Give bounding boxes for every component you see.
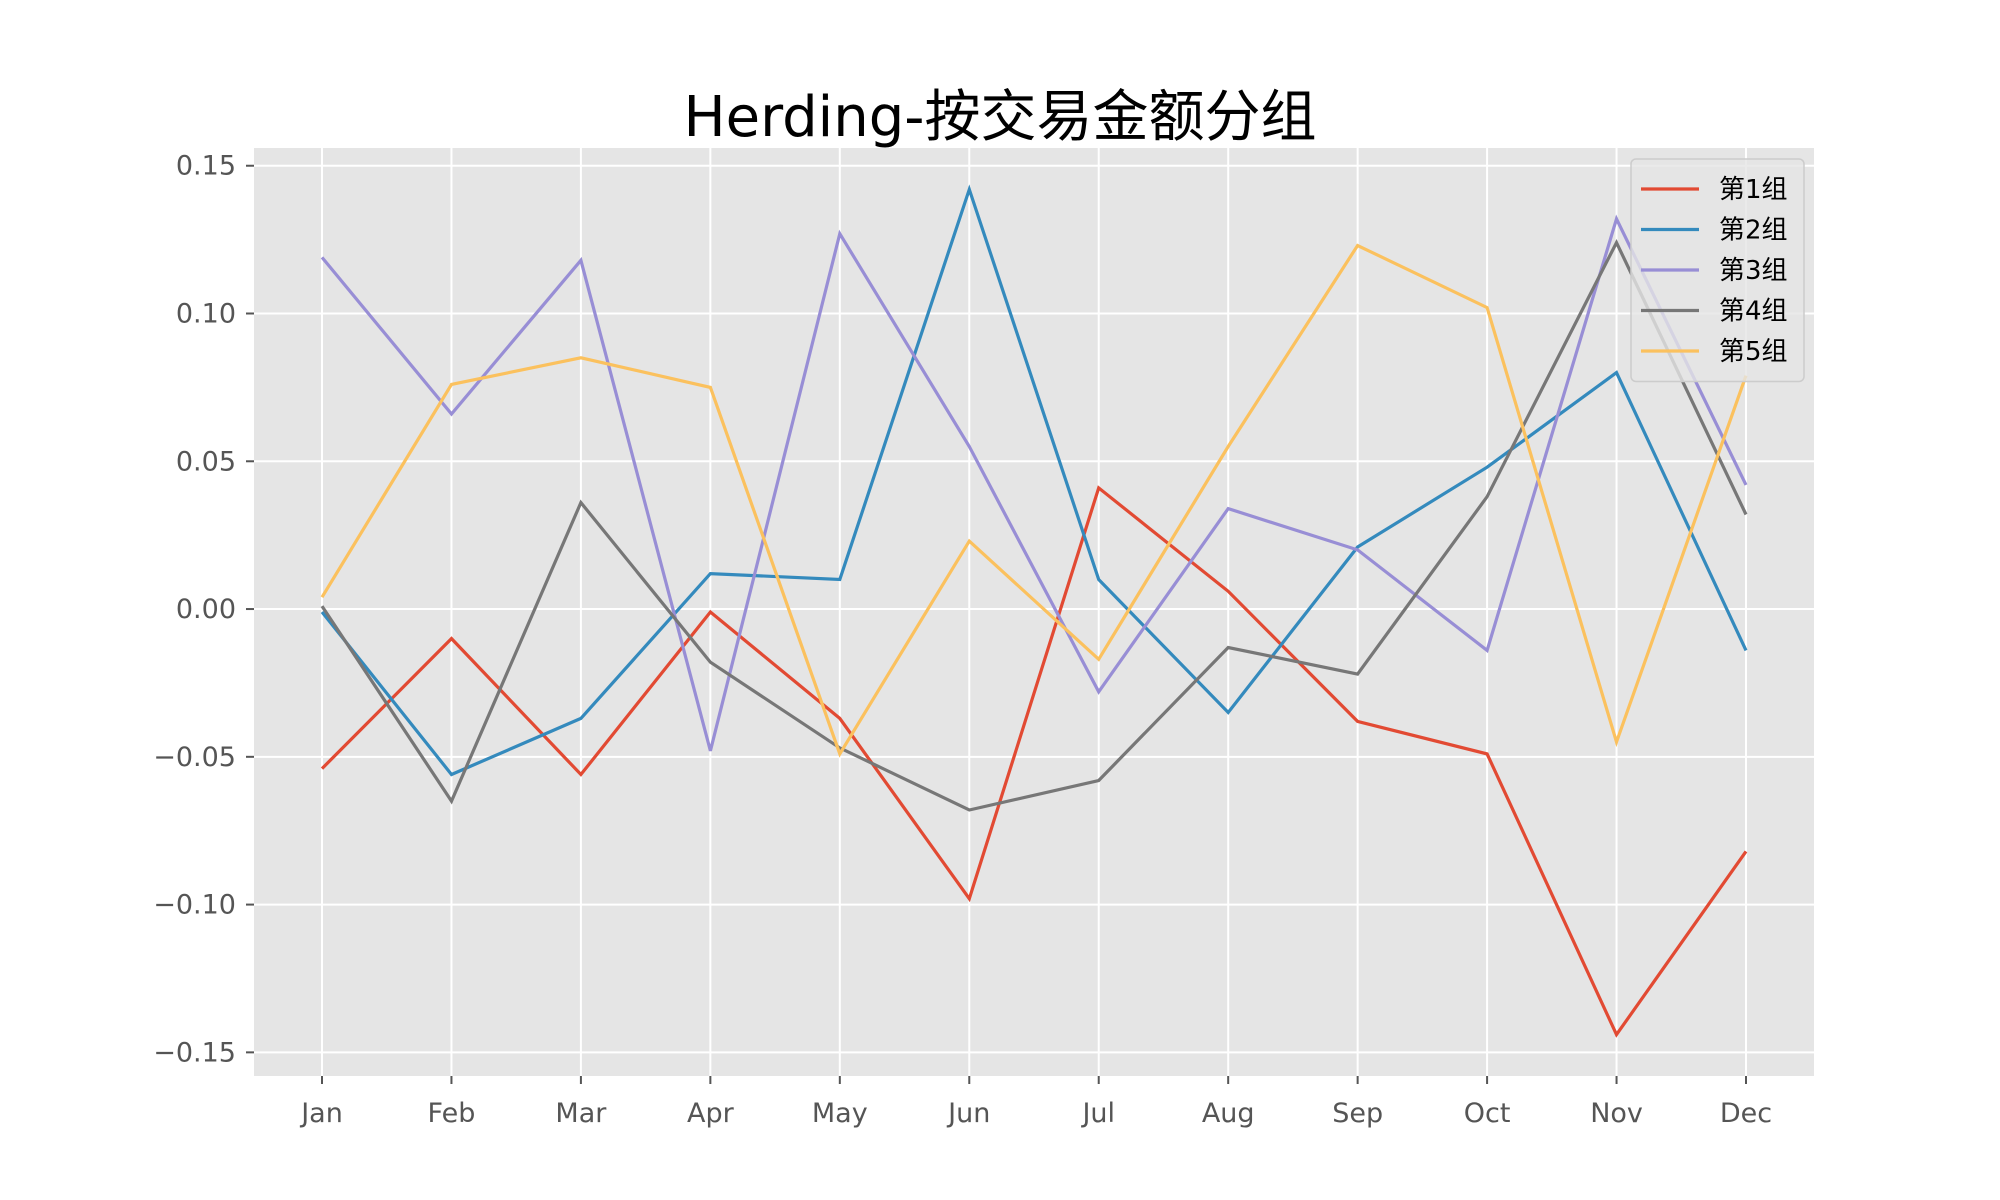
y-tick-label: −0.10: [153, 890, 236, 921]
series-line-4: [320, 238, 1748, 812]
x-tick-label: May: [812, 1098, 868, 1129]
series-lines: [320, 184, 1748, 1038]
chart-title: Herding-按交易金额分组: [683, 85, 1317, 150]
x-tick-label: Jun: [946, 1098, 990, 1129]
series-line-1: [320, 485, 1748, 1038]
x-tick-label: Feb: [428, 1098, 476, 1129]
x-tick-label: Aug: [1202, 1098, 1255, 1129]
series-line-3: [320, 214, 1748, 752]
y-tick-label: 0.15: [176, 151, 236, 182]
x-tick-label: Mar: [555, 1098, 607, 1129]
y-tick-label: 0.10: [176, 299, 236, 330]
x-tick-label: Apr: [687, 1098, 735, 1129]
y-tick-label: 0.00: [176, 594, 236, 625]
legend-box: [1630, 158, 1805, 383]
legend-label: 第5组: [1719, 337, 1788, 367]
x-tick-label: Dec: [1720, 1098, 1772, 1129]
x-tick-label: Jan: [299, 1098, 343, 1129]
x-tick-label: Nov: [1590, 1098, 1643, 1129]
y-axis: 0.15 0.10 0.05 0.00 −0.05 −0.10 −0.15: [153, 151, 254, 1068]
x-tick-label: Oct: [1464, 1098, 1511, 1129]
y-tick-label: −0.15: [153, 1037, 236, 1068]
legend-label: 第3组: [1719, 256, 1788, 286]
x-axis: Jan Feb Mar Apr May Jun Jul Aug Sep Oct Nov Dec: [299, 1076, 1772, 1129]
y-tick-label: 0.05: [176, 446, 236, 477]
series-line-5: [320, 243, 1748, 758]
legend-label: 第1组: [1719, 175, 1788, 205]
legend-label: 第4组: [1719, 297, 1788, 327]
y-tick-label: −0.05: [153, 742, 236, 773]
legend-label: 第2组: [1719, 216, 1788, 246]
plot-area: [254, 148, 1814, 1076]
x-tick-label: Sep: [1332, 1098, 1383, 1129]
x-tick-label: Jul: [1080, 1098, 1115, 1129]
